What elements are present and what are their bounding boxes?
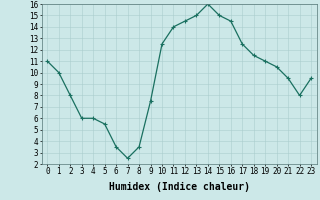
X-axis label: Humidex (Indice chaleur): Humidex (Indice chaleur) <box>109 182 250 192</box>
